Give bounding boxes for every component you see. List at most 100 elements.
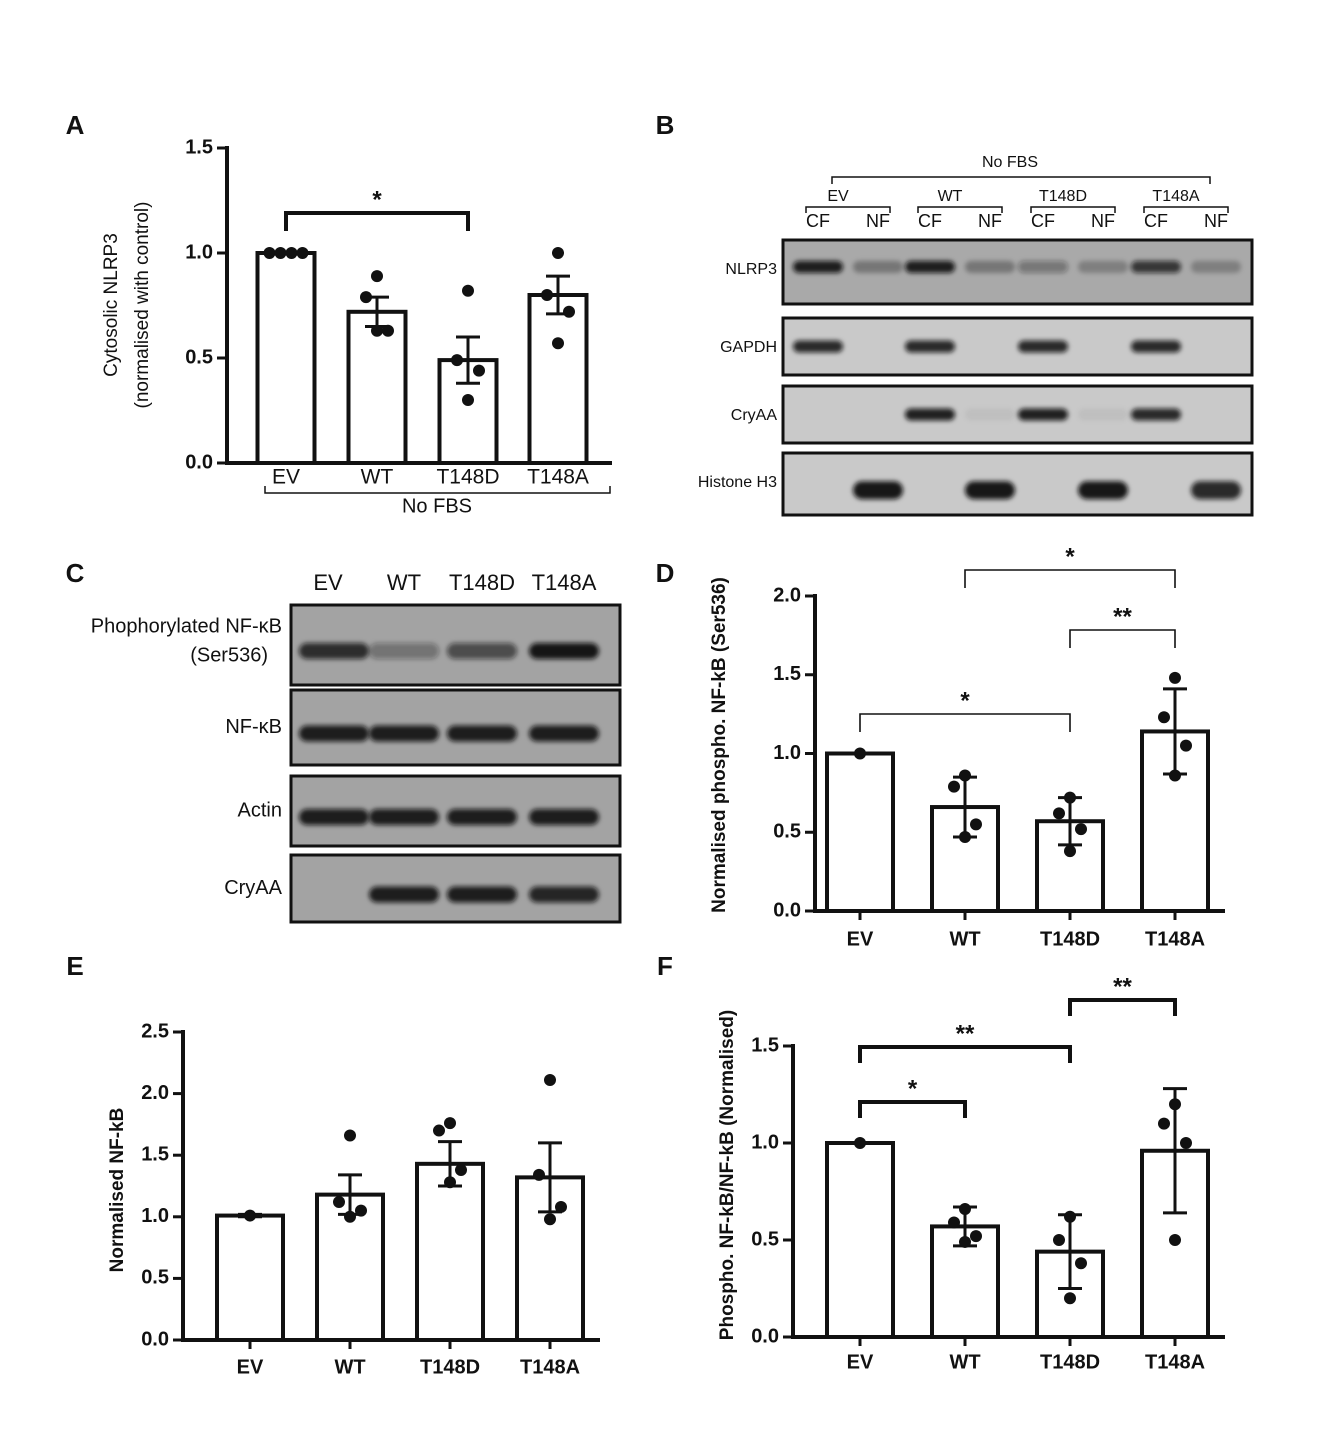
y-tick-label: 0.5 <box>141 1267 169 1289</box>
blot-band <box>905 408 955 421</box>
blot-band <box>529 643 599 659</box>
data-point <box>563 305 575 318</box>
data-point <box>244 1209 256 1222</box>
data-point <box>948 1216 960 1229</box>
significance-bracket <box>284 211 470 231</box>
blot-band <box>529 886 599 903</box>
data-point <box>959 830 971 843</box>
data-point <box>344 1210 356 1223</box>
data-point <box>854 1137 866 1149</box>
x-tick-label: T148D <box>420 1356 480 1378</box>
group-line <box>805 206 891 213</box>
blot-band <box>793 260 843 273</box>
blot-band <box>447 809 517 825</box>
data-point <box>959 769 971 782</box>
y-tick-label: 0.5 <box>751 1228 779 1250</box>
significance-bracket <box>859 713 1071 732</box>
data-point <box>1053 1234 1065 1246</box>
bar <box>527 293 589 465</box>
data-point <box>541 289 553 301</box>
significance-label: * <box>960 687 970 714</box>
lane-label: NF <box>1204 211 1228 231</box>
x-tick-label: T148D <box>1040 928 1100 950</box>
blot-strip <box>781 316 1254 377</box>
row-label: NF-κB <box>225 716 282 738</box>
row-label: GAPDH <box>720 339 777 356</box>
lane-label: CF <box>1031 211 1055 231</box>
y-axis-label: Normalised NF-kB <box>107 1108 128 1273</box>
column-label: WT <box>387 570 421 595</box>
data-point <box>533 1168 545 1181</box>
blot-band <box>1131 260 1181 273</box>
blot-band <box>529 725 599 742</box>
y-tick-label: 1.5 <box>773 663 801 685</box>
y-tick-label: 2.0 <box>141 1082 169 1104</box>
significance-bracket <box>1069 629 1176 648</box>
blot-band <box>1131 408 1181 421</box>
y-tick-label: 1.0 <box>185 241 213 263</box>
data-point <box>959 1235 971 1248</box>
blot-strip <box>781 451 1254 517</box>
row-label: (Ser536) <box>190 644 268 666</box>
data-point <box>970 1230 982 1243</box>
data-point <box>552 337 564 350</box>
panel-label: A <box>66 110 85 140</box>
data-point <box>296 247 309 259</box>
blot-band <box>905 260 955 273</box>
panel-label: B <box>656 110 675 140</box>
data-point <box>544 1213 556 1226</box>
blot-header: No FBS <box>982 154 1038 171</box>
data-point <box>1169 769 1181 782</box>
significance-bracket <box>964 569 1176 588</box>
data-point <box>473 364 485 377</box>
blot-band <box>853 481 903 500</box>
error-bar <box>456 335 480 385</box>
data-point <box>451 354 463 367</box>
blot-band <box>1018 340 1068 353</box>
y-tick-label: 1.0 <box>141 1205 169 1227</box>
x-tick-label: WT <box>361 466 394 489</box>
data-point <box>382 324 394 337</box>
x-tick-label: T148A <box>1145 1351 1205 1373</box>
blot-band <box>299 725 369 742</box>
y-tick-label: 2.0 <box>773 584 801 606</box>
x-tick-label: EV <box>237 1356 264 1378</box>
y-axis-label: Normalised phospho. NF-kB (Ser536) <box>709 577 730 913</box>
y-tick-label: 1.5 <box>185 136 213 158</box>
y-tick-label: 0.0 <box>185 451 213 473</box>
data-point <box>555 1200 567 1213</box>
bar <box>255 251 317 465</box>
blot-strip <box>781 238 1254 306</box>
data-point <box>854 747 866 760</box>
data-point <box>444 1176 456 1189</box>
data-point <box>1075 823 1087 836</box>
data-point <box>344 1129 356 1142</box>
y-tick-label: 1.5 <box>751 1034 779 1056</box>
significance-bracket <box>858 1100 967 1118</box>
data-point <box>948 780 960 793</box>
bar <box>215 1213 285 1342</box>
blot-band <box>1078 260 1128 273</box>
group-line <box>1030 206 1116 213</box>
data-point <box>1158 1117 1170 1130</box>
y-tick-label: 0.5 <box>773 821 801 843</box>
x-tick-label: T148A <box>520 1356 580 1378</box>
blot-band <box>1018 408 1068 421</box>
significance-label: ** <box>1113 973 1132 1000</box>
y-tick-label: 1.5 <box>141 1143 169 1165</box>
data-point <box>1064 791 1076 804</box>
row-label: Actin <box>238 799 282 821</box>
group-line <box>917 206 1003 213</box>
bar <box>825 1141 895 1339</box>
significance-label: * <box>908 1075 918 1102</box>
data-point <box>455 1163 467 1176</box>
group-line <box>1143 206 1229 213</box>
y-axis-label: Phospho. NF-kB/NF-kB (Normalised) <box>717 1010 738 1340</box>
data-point <box>274 247 287 259</box>
data-point <box>970 818 982 831</box>
significance-label: * <box>372 186 382 213</box>
data-point <box>355 1204 367 1217</box>
data-point <box>1180 739 1192 752</box>
column-label: EV <box>313 570 343 595</box>
